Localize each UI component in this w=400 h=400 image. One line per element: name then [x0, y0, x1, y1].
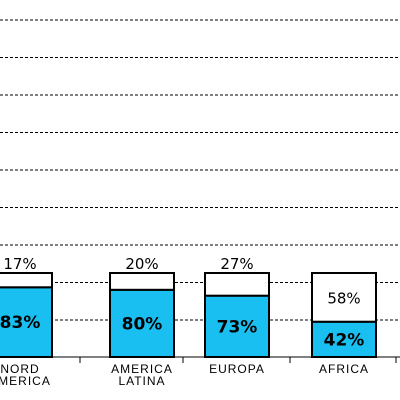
- data-label-upper: 17%: [3, 255, 36, 273]
- bar-segment-upper: [204, 272, 270, 297]
- category-label: NORD: [0, 362, 39, 376]
- category-label: EUROPA: [209, 362, 265, 376]
- bar-segment-upper: [109, 272, 175, 291]
- category-label: AMERICA: [0, 374, 51, 388]
- category-label: AMERICA: [111, 362, 173, 376]
- data-label-upper: 58%: [327, 289, 360, 307]
- data-label-lower: 80%: [122, 314, 163, 334]
- bar-segment-lower: [311, 320, 377, 358]
- bar-segment-lower: [0, 286, 53, 358]
- data-label-lower: 83%: [0, 313, 40, 333]
- bar-segment-lower: [109, 288, 175, 358]
- bar-segment-upper: [0, 272, 53, 289]
- category-label: AFRICA: [319, 362, 369, 376]
- data-label-lower: 42%: [324, 330, 365, 350]
- data-label-upper: 27%: [220, 255, 253, 273]
- data-label-lower: 73%: [217, 317, 258, 337]
- data-label-upper: 20%: [125, 255, 158, 273]
- bar-segment-upper: [311, 272, 377, 323]
- category-label: LATINA: [118, 374, 165, 388]
- bar-segment-lower: [204, 294, 270, 358]
